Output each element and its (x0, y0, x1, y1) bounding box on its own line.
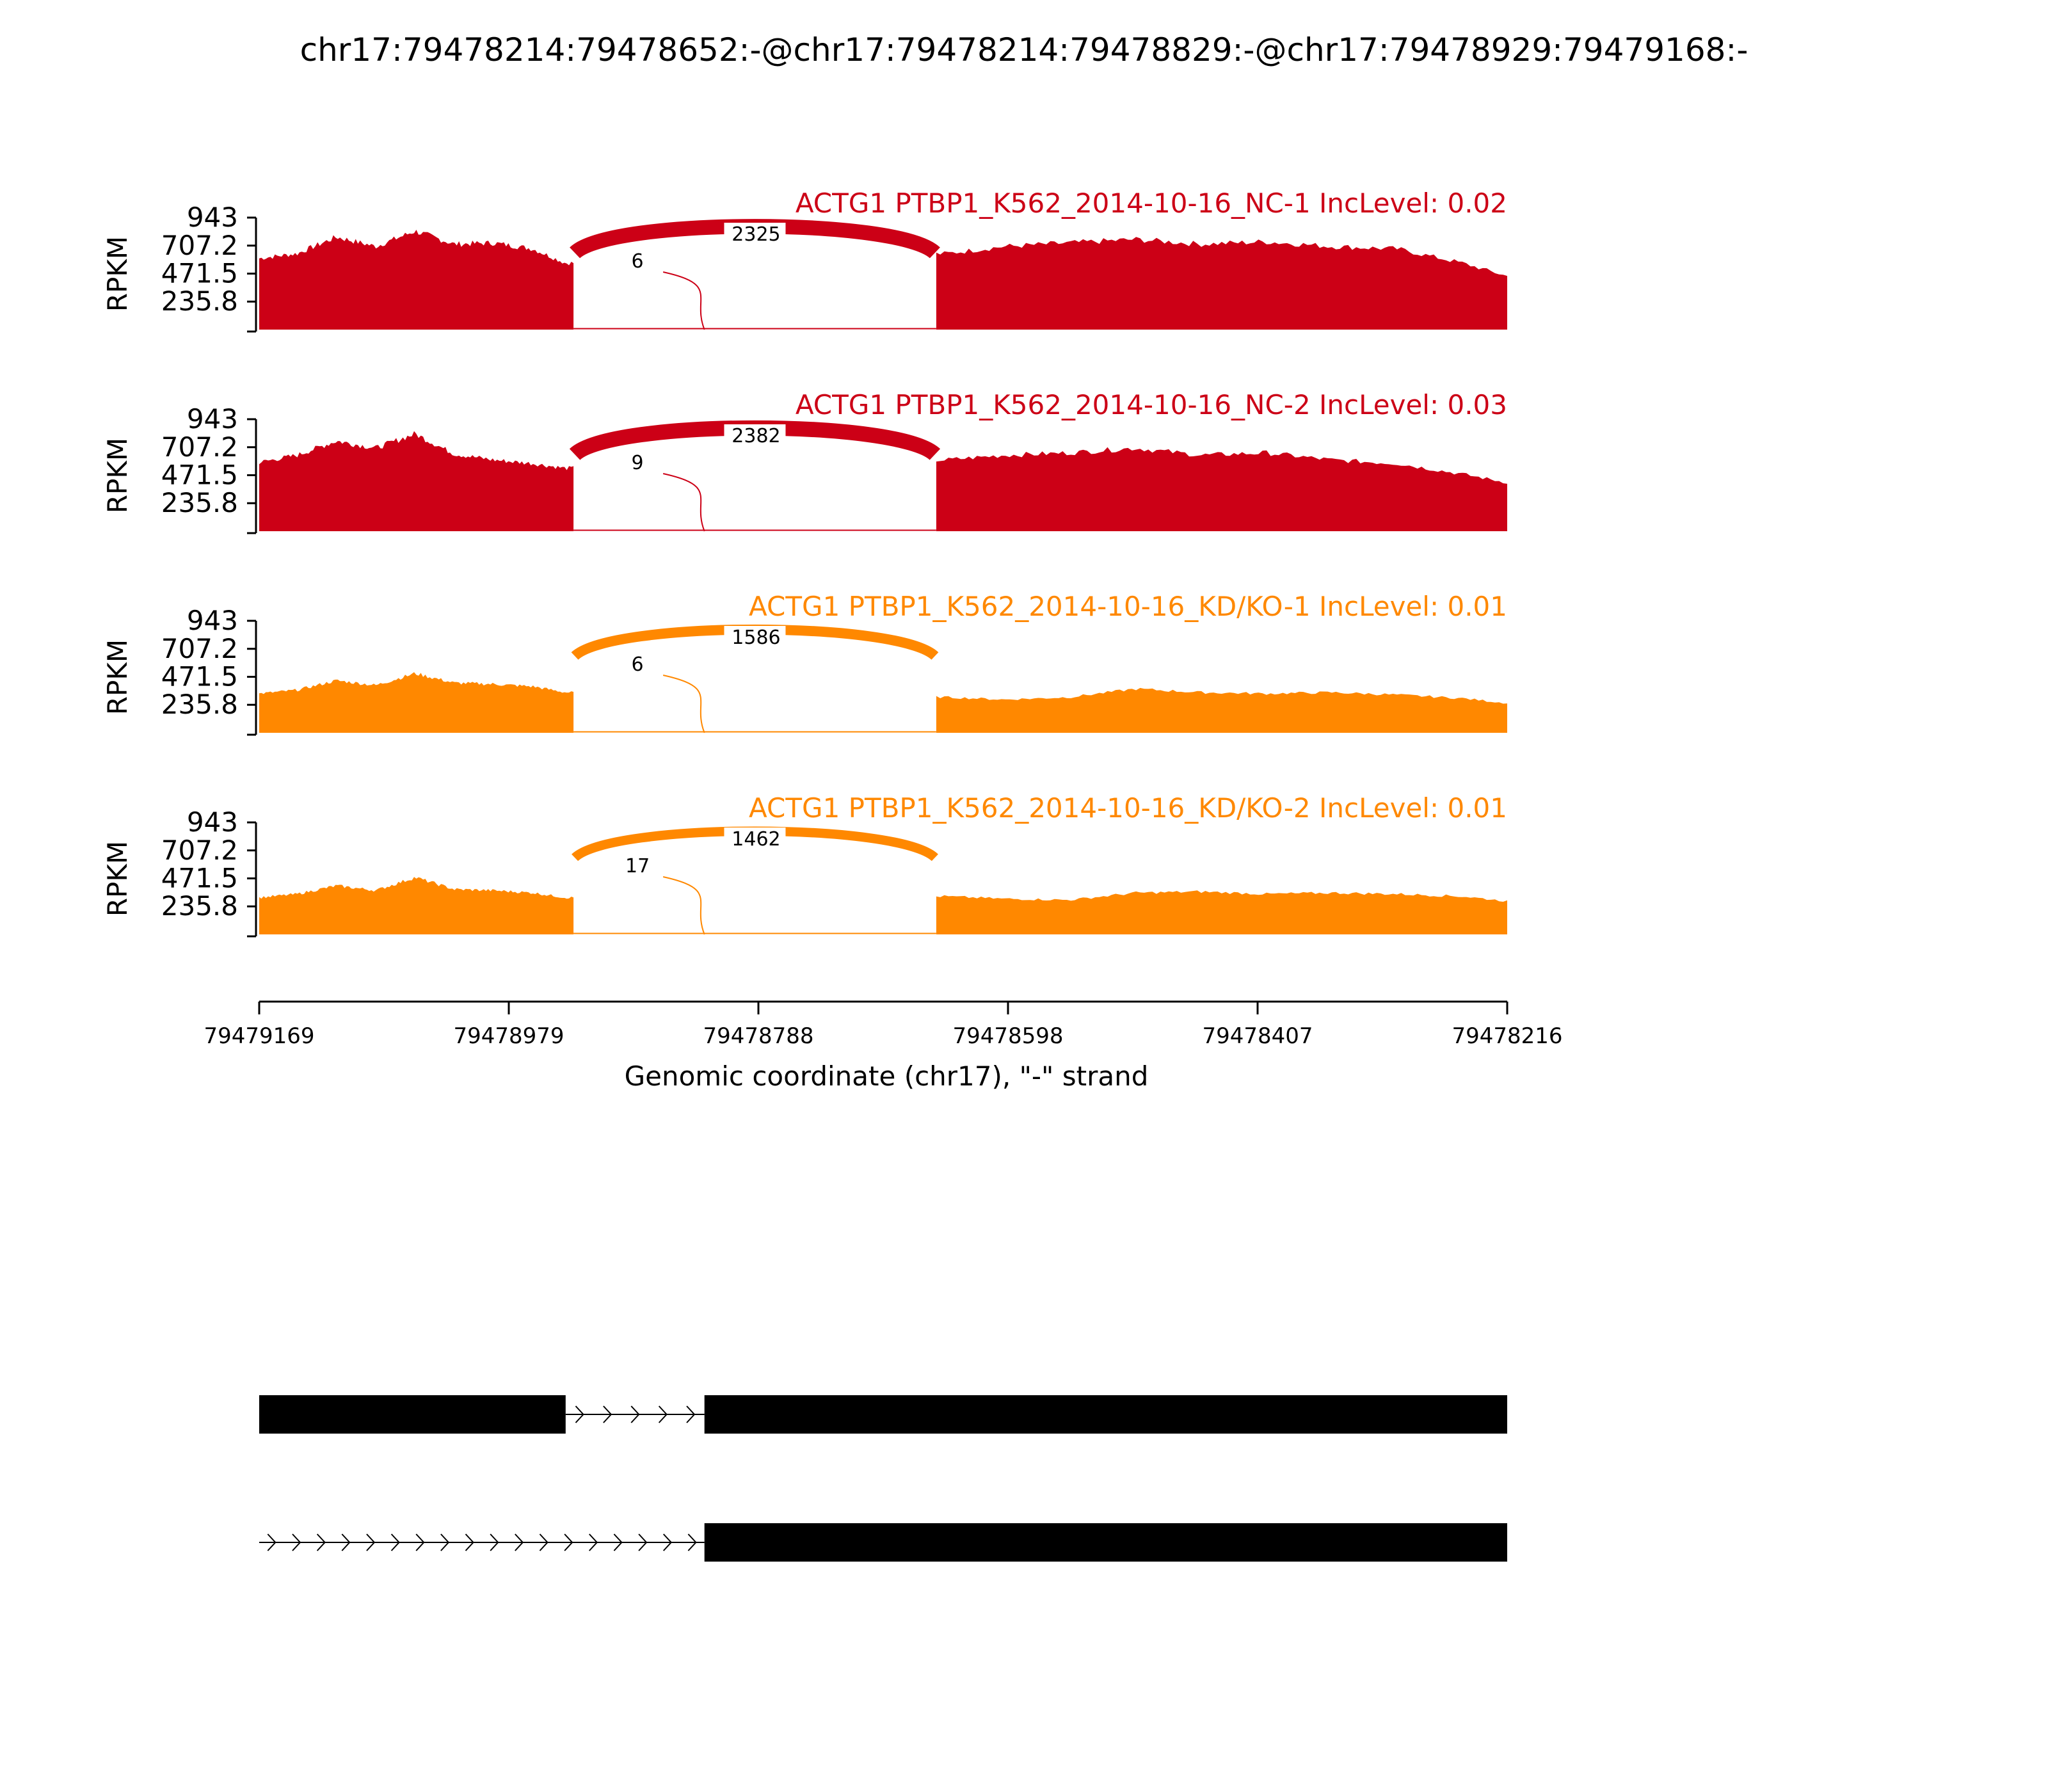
strand-arrow (341, 1533, 351, 1551)
strand-arrow (292, 1533, 301, 1551)
exon-block (704, 1395, 1507, 1434)
y-axis-label: RPKM (102, 841, 133, 916)
isoform-1 (259, 1395, 1507, 1434)
y-tick-label: 471.5 (161, 661, 238, 692)
skip-junction-label: 1462 (732, 828, 780, 851)
track-label: ACTG1 PTBP1_K562_2014-10-16_KD/KO-1 IncL… (749, 591, 1507, 622)
x-axis-label: Genomic coordinate (chr17), "-" strand (625, 1060, 1149, 1092)
strand-arrow (465, 1533, 474, 1551)
skip-junction-label-bg (724, 223, 786, 246)
inclusion-junction-label-bg (612, 653, 664, 676)
y-tick-label: 943 (187, 403, 238, 435)
y-tick-label: 707.2 (161, 835, 238, 866)
inclusion-junction-label-bg (612, 854, 664, 877)
inclusion-junction-label: 6 (632, 250, 644, 273)
coverage-area-1 (259, 877, 574, 934)
y-tick-label: 471.5 (161, 863, 238, 894)
strand-arrow (638, 1533, 648, 1551)
track-label: ACTG1 PTBP1_K562_2014-10-16_NC-1 IncLeve… (796, 188, 1507, 219)
chart-title: chr17:79478214:79478652:-@chr17:79478214… (300, 31, 1748, 68)
y-tick-label: 471.5 (161, 258, 238, 289)
y-tick-label: 707.2 (161, 230, 238, 261)
strand-arrow (687, 1533, 697, 1551)
inclusion-junction-label: 9 (632, 452, 644, 474)
strand-arrow (415, 1533, 425, 1551)
strand-arrow (366, 1533, 376, 1551)
inclusion-junction-label: 6 (632, 653, 644, 676)
strand-arrow (658, 1405, 668, 1423)
strand-arrow (630, 1405, 640, 1423)
skip-junction-label-bg (724, 424, 786, 447)
inclusion-junction-label-bg (612, 250, 664, 273)
strand-arrow (686, 1405, 696, 1423)
strand-arrow (589, 1533, 598, 1551)
strand-arrow (316, 1533, 326, 1551)
strand-arrow (575, 1405, 584, 1423)
strand-arrow (603, 1405, 612, 1423)
skip-junction-label: 2382 (732, 425, 780, 447)
strand-arrow (490, 1533, 499, 1551)
strand-arrow (613, 1533, 623, 1551)
coverage-area-1 (259, 672, 574, 733)
skip-junction-label-bg (724, 828, 786, 851)
x-tick-label: 79478979 (453, 1023, 564, 1049)
y-tick-label: 471.5 (161, 460, 238, 491)
strand-arrow (662, 1533, 673, 1551)
y-tick-label: 943 (187, 202, 238, 233)
strand-arrow (564, 1533, 573, 1551)
track-label: ACTG1 PTBP1_K562_2014-10-16_NC-2 IncLeve… (796, 389, 1507, 420)
x-axis: 79479169 79478979 79478788 79478598 79478407… (204, 1000, 1563, 1049)
strand-arrow (390, 1533, 400, 1551)
x-tick-label: 79478407 (1202, 1023, 1313, 1049)
coverage-area-1 (259, 230, 574, 330)
x-tick-label: 79479169 (204, 1023, 314, 1049)
x-tick-label: 79478788 (703, 1023, 813, 1049)
isoform-models (259, 1395, 1507, 1562)
skip-junction-label: 2325 (732, 223, 780, 246)
y-axis-label: RPKM (102, 438, 133, 513)
coverage-area-2 (936, 890, 1507, 934)
y-tick-label: 235.8 (161, 890, 238, 922)
y-tick-label: 235.8 (161, 487, 238, 518)
x-tick-label: 79478598 (952, 1023, 1063, 1049)
strand-arrow (539, 1533, 548, 1551)
coverage-area-2 (936, 237, 1507, 330)
strand-arrow (515, 1533, 524, 1551)
y-tick-label: 707.2 (161, 633, 238, 664)
track-label: ACTG1 PTBP1_K562_2014-10-16_KD/KO-2 IncL… (749, 792, 1507, 824)
y-axis-label: RPKM (102, 639, 133, 715)
inclusion-junction-label: 17 (625, 855, 650, 877)
skip-junction-label-bg (724, 626, 786, 649)
isoform-2 (259, 1523, 1507, 1562)
exon-block (259, 1395, 566, 1434)
inclusion-junction-label-bg (612, 451, 664, 474)
coverage-area-2 (936, 447, 1507, 531)
inclusion-junction-arc (662, 473, 705, 532)
strand-arrow (267, 1533, 276, 1551)
y-axis-label: RPKM (102, 236, 133, 312)
skip-junction-label: 1586 (732, 627, 780, 649)
y-tick-label: 943 (187, 605, 238, 636)
y-tick-label: 943 (187, 806, 238, 838)
y-tick-label: 707.2 (161, 431, 238, 463)
inclusion-junction-arc (662, 675, 705, 733)
exon-block (704, 1523, 1507, 1562)
strand-arrow (440, 1533, 450, 1551)
inclusion-junction-arc (662, 271, 705, 330)
x-tick-label: 79478216 (1452, 1023, 1562, 1049)
coverage-area-2 (936, 687, 1507, 733)
y-tick-label: 235.8 (161, 285, 238, 317)
inclusion-junction-arc (662, 876, 705, 935)
coverage-area-1 (259, 431, 574, 531)
y-tick-label: 235.8 (161, 689, 238, 720)
